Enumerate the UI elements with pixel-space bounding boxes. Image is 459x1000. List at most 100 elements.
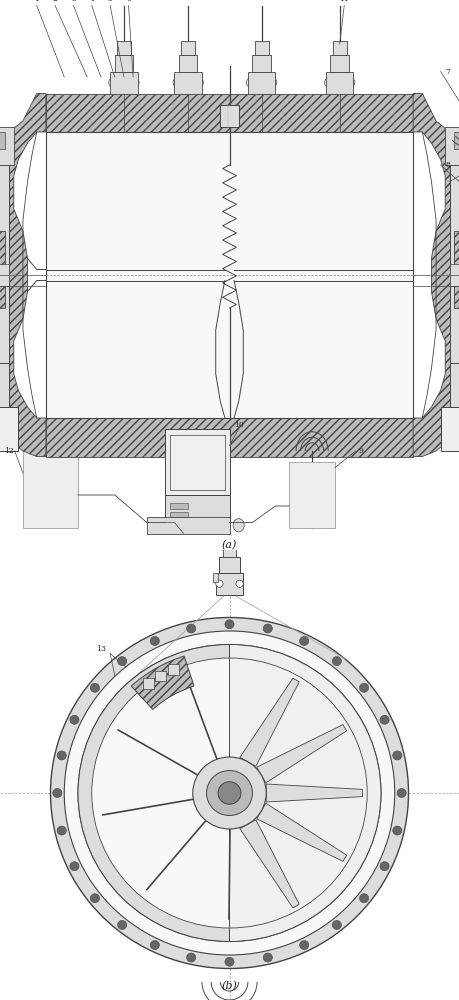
Bar xyxy=(243,132,269,146)
Bar xyxy=(133,404,158,418)
Text: (a): (a) xyxy=(222,540,237,550)
Bar xyxy=(454,132,459,148)
Bar xyxy=(252,55,271,72)
Bar xyxy=(23,446,78,528)
Text: 7: 7 xyxy=(445,68,450,76)
Text: 5: 5 xyxy=(108,0,112,3)
Text: 3: 3 xyxy=(71,0,76,3)
Wedge shape xyxy=(230,658,367,928)
Bar xyxy=(170,512,188,517)
Circle shape xyxy=(246,78,254,87)
Circle shape xyxy=(216,580,223,587)
Bar xyxy=(271,132,296,146)
Bar xyxy=(381,132,406,146)
Circle shape xyxy=(70,715,79,724)
Bar xyxy=(353,404,379,418)
Circle shape xyxy=(236,580,243,587)
Circle shape xyxy=(173,78,180,87)
Bar xyxy=(161,132,186,146)
Circle shape xyxy=(150,636,159,645)
Text: 10: 10 xyxy=(234,421,244,429)
Bar xyxy=(168,664,179,675)
Bar xyxy=(143,678,154,689)
Bar xyxy=(0,132,5,148)
Circle shape xyxy=(325,78,332,87)
Polygon shape xyxy=(46,94,413,132)
Bar xyxy=(106,404,131,418)
Bar xyxy=(115,55,133,72)
Bar xyxy=(255,41,269,55)
Polygon shape xyxy=(266,784,363,802)
Circle shape xyxy=(300,636,309,645)
Bar xyxy=(454,231,459,308)
Bar xyxy=(174,72,202,94)
Bar xyxy=(381,404,406,418)
Bar xyxy=(441,407,459,451)
Polygon shape xyxy=(257,725,347,783)
Bar xyxy=(50,132,76,146)
Bar xyxy=(110,72,138,94)
Circle shape xyxy=(332,920,341,929)
Bar xyxy=(298,404,324,418)
Bar xyxy=(46,132,413,418)
Bar xyxy=(298,132,324,146)
Bar xyxy=(445,126,459,165)
Bar xyxy=(326,72,353,94)
Wedge shape xyxy=(230,645,381,942)
Bar xyxy=(330,55,349,72)
Text: 11: 11 xyxy=(339,0,349,3)
Circle shape xyxy=(78,645,381,942)
Circle shape xyxy=(380,715,389,724)
Circle shape xyxy=(187,953,196,962)
Circle shape xyxy=(92,658,367,928)
Polygon shape xyxy=(413,94,459,456)
Bar xyxy=(326,132,351,146)
Bar xyxy=(188,404,213,418)
Bar xyxy=(170,434,225,489)
Bar xyxy=(450,363,459,407)
Circle shape xyxy=(263,953,272,962)
Bar xyxy=(181,41,195,55)
Bar xyxy=(0,126,14,165)
Circle shape xyxy=(393,826,402,835)
Circle shape xyxy=(359,683,369,692)
Bar xyxy=(450,264,459,286)
Bar xyxy=(0,231,5,308)
Bar xyxy=(179,55,197,72)
Circle shape xyxy=(64,631,395,955)
Text: 4: 4 xyxy=(90,0,94,3)
Circle shape xyxy=(41,608,418,978)
Circle shape xyxy=(263,624,272,633)
Bar xyxy=(450,165,459,385)
Text: (b): (b) xyxy=(222,981,237,991)
Text: 9: 9 xyxy=(358,447,363,455)
Polygon shape xyxy=(46,418,413,456)
Bar xyxy=(333,41,347,55)
Bar xyxy=(213,572,218,582)
Wedge shape xyxy=(131,656,194,709)
Circle shape xyxy=(359,894,369,903)
Circle shape xyxy=(187,624,196,633)
Polygon shape xyxy=(257,803,347,861)
Wedge shape xyxy=(78,645,229,942)
Polygon shape xyxy=(240,820,299,908)
Bar xyxy=(271,404,296,418)
Circle shape xyxy=(225,620,234,629)
Circle shape xyxy=(150,941,159,950)
Bar xyxy=(216,132,241,146)
Bar xyxy=(0,407,18,451)
Circle shape xyxy=(57,751,66,760)
Bar xyxy=(0,363,9,407)
Circle shape xyxy=(332,657,341,666)
Circle shape xyxy=(269,78,277,87)
Bar xyxy=(78,404,103,418)
Bar xyxy=(170,503,188,509)
Bar xyxy=(223,546,236,557)
Circle shape xyxy=(70,862,79,871)
Text: 13: 13 xyxy=(96,645,106,653)
Bar xyxy=(289,462,335,528)
Bar xyxy=(165,429,230,495)
Bar xyxy=(219,557,240,572)
Circle shape xyxy=(109,78,116,87)
Bar xyxy=(248,72,275,94)
